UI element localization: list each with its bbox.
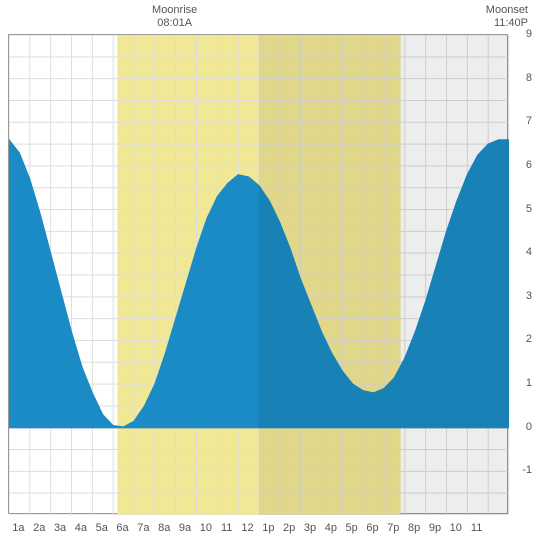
y-tick-label: 1 — [514, 377, 532, 389]
moonrise-title: Moonrise — [135, 4, 215, 17]
x-tick-label: 10 — [445, 522, 466, 534]
x-tick-label: 7a — [133, 522, 154, 534]
x-axis: 1a2a3a4a5a6a7a8a9a1011121p2p3p4p5p6p7p8p… — [8, 522, 508, 534]
x-tick-label: 3a — [50, 522, 71, 534]
x-tick-label: 1p — [258, 522, 279, 534]
chart-svg — [9, 35, 509, 515]
tide-chart — [8, 34, 508, 514]
x-tick-label: 2p — [279, 522, 300, 534]
moonrise-header: Moonrise 08:01A — [135, 4, 215, 30]
x-tick-label: 5a — [91, 522, 112, 534]
y-tick-label: -1 — [514, 464, 532, 476]
x-tick-label: 7p — [383, 522, 404, 534]
moonset-header: Moonset 11:40P — [448, 4, 528, 30]
x-tick-label: 8p — [404, 522, 425, 534]
y-tick-label: 0 — [514, 421, 532, 433]
x-tick-label: 5p — [341, 522, 362, 534]
x-tick-label: 1a — [8, 522, 29, 534]
y-tick-label: 8 — [514, 72, 532, 84]
y-tick-label: 3 — [514, 290, 532, 302]
x-tick-label: 11 — [216, 522, 237, 534]
x-tick-label — [487, 522, 508, 534]
x-tick-label: 4p — [320, 522, 341, 534]
y-tick-label: 6 — [514, 159, 532, 171]
moonrise-time: 08:01A — [135, 17, 215, 30]
x-tick-label: 6p — [362, 522, 383, 534]
y-axis: -10123456789 — [512, 34, 532, 514]
x-tick-label: 9a — [175, 522, 196, 534]
x-tick-label: 8a — [154, 522, 175, 534]
y-tick-label: 4 — [514, 246, 532, 258]
x-tick-label: 10 — [195, 522, 216, 534]
y-tick-label: 9 — [514, 28, 532, 40]
x-tick-label: 12 — [237, 522, 258, 534]
x-tick-label: 6a — [112, 522, 133, 534]
y-tick-label: 7 — [514, 115, 532, 127]
x-tick-label: 9p — [425, 522, 446, 534]
x-tick-label: 4a — [70, 522, 91, 534]
y-tick-label: 2 — [514, 333, 532, 345]
moonset-title: Moonset — [448, 4, 528, 17]
x-tick-label: 3p — [300, 522, 321, 534]
x-tick-label: 11 — [466, 522, 487, 534]
y-tick-label: 5 — [514, 203, 532, 215]
x-tick-label: 2a — [29, 522, 50, 534]
